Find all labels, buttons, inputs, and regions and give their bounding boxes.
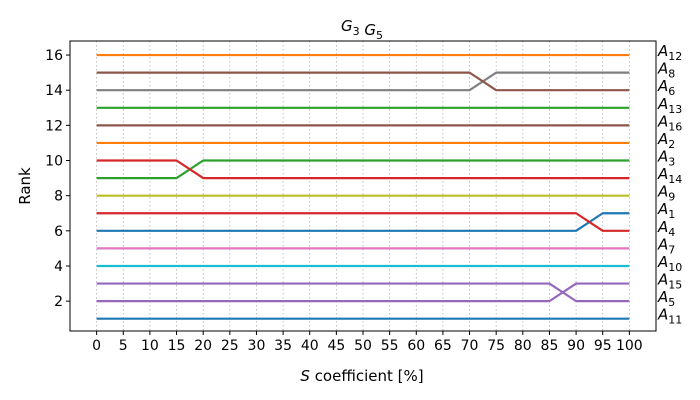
x-tick-label: 10 xyxy=(141,338,159,354)
x-tick-label: 0 xyxy=(92,338,101,354)
x-tick-label: 80 xyxy=(514,338,532,354)
x-tick-label: 45 xyxy=(327,338,345,354)
series-label-a16: A16 xyxy=(657,112,682,133)
y-tick-label: 8 xyxy=(54,189,63,205)
series-label-a3: A3 xyxy=(657,148,675,169)
series-label-a8: A8 xyxy=(657,60,675,81)
series-label-a1: A1 xyxy=(657,200,675,221)
series-line-a6 xyxy=(96,71,630,92)
series-label-a2: A2 xyxy=(657,130,675,151)
x-tick-label: 40 xyxy=(301,338,319,354)
y-tick-label: 4 xyxy=(54,259,63,275)
series-label-a5: A5 xyxy=(657,288,675,309)
chart-title: G3 G5 xyxy=(341,17,383,42)
x-tick-label: 65 xyxy=(434,338,452,354)
x-tick-label: 50 xyxy=(354,338,372,354)
grid-layer xyxy=(96,41,630,331)
series-line-a5 xyxy=(96,282,630,303)
y-tick-label: 2 xyxy=(54,294,63,310)
series-label-a13: A13 xyxy=(657,95,682,116)
x-axis: 0 5 10 15 20 25 30 35 40 45 50 55 60 65 70 75 80 85 90 95 10… xyxy=(92,331,643,354)
x-tick-label: 55 xyxy=(381,338,399,354)
y-axis: 2 4 6 8 10 12 14 16 xyxy=(45,48,70,310)
y-axis-label: Rank xyxy=(16,167,34,205)
x-tick-label: 85 xyxy=(541,338,559,354)
series-label-a10: A10 xyxy=(657,253,682,274)
series-line-a4 xyxy=(96,212,630,232)
series-label-a11: A11 xyxy=(657,306,682,327)
series-line-a8 xyxy=(96,71,630,92)
series-line-a3 xyxy=(96,159,630,180)
x-tick-label: 25 xyxy=(221,338,239,354)
x-tick-label: 70 xyxy=(461,338,479,354)
x-tick-label: 35 xyxy=(274,338,292,354)
y-tick-label: 10 xyxy=(45,154,63,170)
series-line-a1 xyxy=(96,212,630,232)
x-tick-label: 75 xyxy=(487,338,505,354)
series-line-a14 xyxy=(96,159,630,180)
x-tick-label: 95 xyxy=(594,338,612,354)
y-tick-label: 6 xyxy=(54,224,63,240)
y-tick-label: 14 xyxy=(45,83,63,99)
series-label-a9: A9 xyxy=(657,183,675,204)
series-label-a7: A7 xyxy=(657,235,675,256)
x-tick-label: 15 xyxy=(168,338,186,354)
series-label-a15: A15 xyxy=(657,271,682,292)
series-line-a15 xyxy=(96,282,630,303)
series-label-a6: A6 xyxy=(657,77,675,98)
x-tick-label: 5 xyxy=(119,338,128,354)
y-tick-label: 12 xyxy=(45,118,63,134)
x-tick-label: 30 xyxy=(248,338,266,354)
series-layer xyxy=(96,53,630,320)
x-tick-label: 90 xyxy=(567,338,585,354)
series-label-a4: A4 xyxy=(657,218,675,239)
x-tick-label: 100 xyxy=(616,338,643,354)
y-tick-label: 16 xyxy=(45,48,63,64)
series-label-a12: A12 xyxy=(657,42,682,63)
series-label-a14: A14 xyxy=(657,165,682,186)
x-tick-label: 20 xyxy=(194,338,212,354)
x-axis-label: S coefficient [%] xyxy=(300,367,423,385)
x-tick-label: 60 xyxy=(407,338,425,354)
